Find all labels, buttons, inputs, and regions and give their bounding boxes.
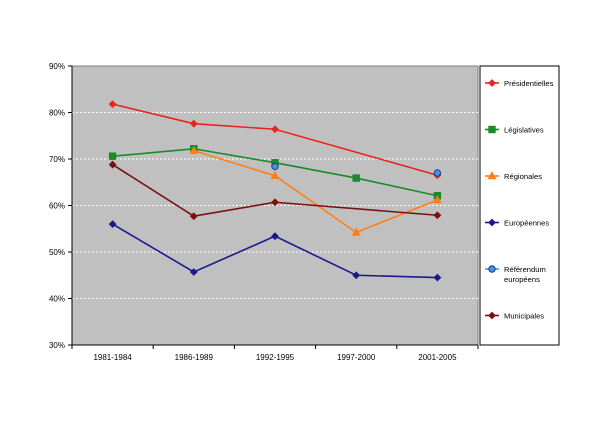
y-tick-label: 70% [49, 155, 65, 164]
legend-label: européens [504, 275, 540, 284]
legend-box [479, 65, 560, 346]
x-tick-label: 1986-1989 [175, 353, 214, 362]
x-tick-label: 2001-2005 [418, 353, 457, 362]
data-point [108, 220, 117, 229]
data-point [108, 152, 117, 160]
data-point [351, 227, 361, 236]
legend-label: Régionales [504, 172, 542, 181]
data-point [271, 198, 279, 207]
y-tick-label: 50% [49, 248, 65, 257]
legend-marker [487, 171, 497, 180]
y-tick-label: 60% [49, 202, 65, 211]
legend-label: Référendum [504, 265, 546, 274]
data-point [189, 212, 198, 221]
series-line [193, 149, 438, 234]
legend-label: Législatives [504, 126, 544, 135]
legend-label: Municipales [504, 312, 544, 321]
data-point [270, 170, 280, 180]
data-point [432, 195, 442, 204]
data-point [271, 125, 279, 134]
y-tick-label: 30% [49, 341, 65, 350]
data-point [189, 119, 198, 128]
data-point [352, 271, 361, 280]
data-point [352, 174, 360, 182]
data-point [108, 160, 117, 169]
data-point [433, 211, 442, 220]
data-point [108, 100, 117, 109]
data-point [433, 273, 442, 282]
x-tick-label: 1997-2000 [337, 353, 376, 362]
x-tick-label: 1981-1984 [93, 353, 132, 362]
legend-label: Européennes [504, 219, 549, 228]
y-tick-label: 90% [49, 62, 65, 71]
data-point [189, 145, 199, 154]
legend-marker [488, 125, 496, 134]
legend-marker [488, 311, 496, 320]
y-tick-label: 80% [49, 109, 65, 118]
legend-marker [488, 218, 496, 227]
data-point [189, 268, 198, 276]
y-tick-label: 40% [49, 295, 65, 304]
data-point [271, 232, 279, 241]
series-line [112, 103, 438, 177]
legend-label: Présidentielles [504, 79, 554, 88]
legend-marker [488, 79, 496, 87]
data-point [433, 169, 442, 177]
legend-marker [488, 265, 496, 273]
series-line [112, 163, 438, 218]
x-tick-label: 1992-1995 [256, 353, 295, 362]
data-point [271, 162, 279, 171]
